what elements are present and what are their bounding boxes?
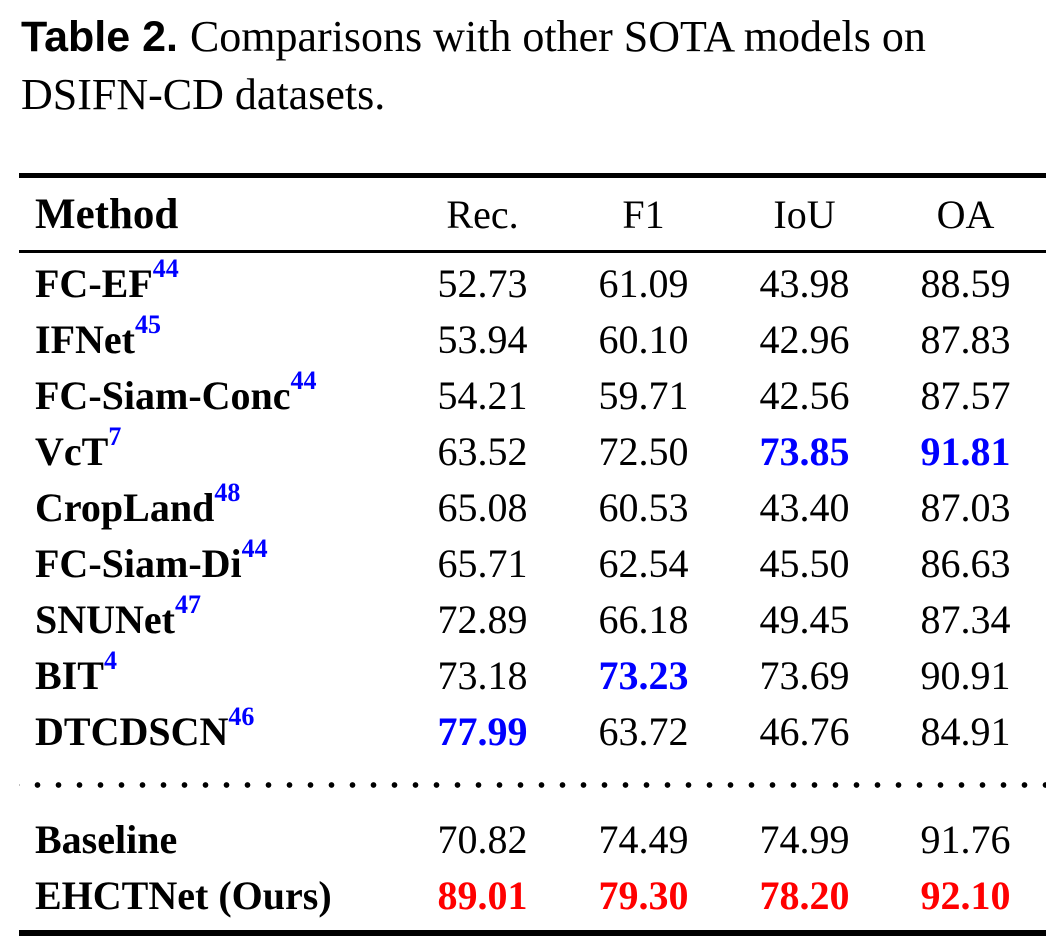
metric-value-rec: 63.52 [437,428,528,474]
metric-value-iou: 78.20 [759,872,850,918]
section-separator [19,759,1046,811]
column-header-oa: OA [936,191,995,237]
metric-value-oa: 87.34 [920,596,1011,642]
table-caption-label: Table 2. [21,13,178,61]
metric-value-oa: 87.03 [920,484,1011,530]
method-name: IFNet45 [19,311,402,363]
method-label: CropLand [35,484,215,530]
citation-superscript: 46 [228,701,255,731]
metric-value-oa: 87.83 [920,316,1011,362]
metric-value-iou: 43.98 [759,260,850,306]
method-name: FC-Siam-Conc44 [19,367,402,419]
method-name: Baseline [19,816,402,863]
method-name: CropLand48 [19,479,402,531]
column-header-rec: Rec. [446,191,519,237]
table-row-vct: VcT7 63.52 72.50 73.85 91.81 [19,423,1046,479]
method-label: VcT [35,428,109,474]
metric-value-oa: 84.91 [920,708,1011,754]
metric-value-rec: 65.08 [437,484,528,530]
metric-value-oa: 91.76 [920,816,1011,862]
metric-value-f1: 72.50 [598,428,689,474]
method-name: FC-EF44 [19,255,402,307]
column-header-iou: IoU [773,191,836,237]
method-label: BIT [35,652,104,698]
table-row-baseline: Baseline 70.82 74.49 74.99 91.76 [19,811,1046,867]
metric-value-oa: 88.59 [920,260,1011,306]
metric-value-iou: 73.85 [759,428,850,474]
method-label: FC-Siam-Conc [35,372,291,418]
metric-value-iou: 49.45 [759,596,850,642]
metric-value-rec: 70.82 [437,816,528,862]
metric-value-f1: 60.10 [598,316,689,362]
table-row-bit: BIT4 73.18 73.23 73.69 90.91 [19,647,1046,703]
method-label: DTCDSCN [35,708,229,754]
metric-value-f1: 61.09 [598,260,689,306]
method-label: FC-EF [35,260,153,306]
metric-value-iou: 45.50 [759,540,850,586]
metric-value-oa: 91.81 [920,428,1011,474]
metric-value-iou: 73.69 [759,652,850,698]
method-label: SNUNet [35,596,175,642]
citation-superscript: 44 [290,365,317,395]
metric-value-f1: 74.49 [598,816,689,862]
metric-value-iou: 74.99 [759,816,850,862]
metric-value-iou: 42.56 [759,372,850,418]
table-row-fc-ef: FC-EF44 52.73 61.09 43.98 88.59 [19,255,1046,311]
method-name: BIT4 [19,647,402,699]
metric-value-f1: 62.54 [598,540,689,586]
method-name: SNUNet47 [19,591,402,643]
method-name: FC-Siam-Di44 [19,535,402,587]
results-table: Method Rec. F1 IoU OA FC-EF44 52.73 61.0… [19,173,1046,936]
table-caption-text: Comparisons with other SOTA models on DS… [21,12,926,119]
metric-value-f1: 66.18 [598,596,689,642]
metric-value-rec: 73.18 [437,652,528,698]
metric-value-rec: 65.71 [437,540,528,586]
citation-superscript: 44 [241,533,268,563]
metric-value-iou: 43.40 [759,484,850,530]
metric-value-oa: 92.10 [920,872,1011,918]
metric-value-f1: 59.71 [598,372,689,418]
citation-superscript: 45 [134,309,161,339]
method-name: EHCTNet (Ours) [19,872,402,919]
table-row-dtcdscn: DTCDSCN46 77.99 63.72 46.76 84.91 [19,703,1046,759]
metric-value-oa: 87.57 [920,372,1011,418]
metric-value-oa: 90.91 [920,652,1011,698]
table-row-fc-siam-conc: FC-Siam-Conc44 54.21 59.71 42.56 87.57 [19,367,1046,423]
metric-value-rec: 54.21 [437,372,528,418]
metric-value-f1: 79.30 [598,872,689,918]
citation-superscript: 48 [214,477,241,507]
citation-superscript: 47 [174,589,201,619]
metric-value-f1: 73.23 [598,652,689,698]
column-header-method: Method [35,190,179,238]
table-caption: Table 2. Comparisons with other SOTA mode… [21,8,951,123]
metric-value-iou: 46.76 [759,708,850,754]
method-name: VcT7 [19,423,402,475]
column-header-f1: F1 [622,191,665,237]
dotted-divider [19,781,1046,789]
metric-value-rec: 53.94 [437,316,528,362]
method-label: Baseline [35,816,178,862]
table-row-ifnet: IFNet45 53.94 60.10 42.96 87.83 [19,311,1046,367]
method-label: FC-Siam-Di [35,540,242,586]
metric-value-f1: 60.53 [598,484,689,530]
method-label: EHCTNet (Ours) [35,872,332,918]
metric-value-rec: 89.01 [437,872,528,918]
table-header-row: Method Rec. F1 IoU OA [19,178,1046,253]
citation-superscript: 7 [108,421,122,451]
table-row-snunet: SNUNet47 72.89 66.18 49.45 87.34 [19,591,1046,647]
method-label: IFNet [35,316,135,362]
table-row-fc-siam-di: FC-Siam-Di44 65.71 62.54 45.50 86.63 [19,535,1046,591]
method-name: DTCDSCN46 [19,703,402,755]
metric-value-rec: 72.89 [437,596,528,642]
citation-superscript: 4 [103,645,117,675]
citation-superscript: 44 [152,253,179,283]
metric-value-oa: 86.63 [920,540,1011,586]
table-row-ehctnet-ours: EHCTNet (Ours) 89.01 79.30 78.20 92.10 [19,867,1046,923]
metric-value-rec: 52.73 [437,260,528,306]
metric-value-f1: 63.72 [598,708,689,754]
metric-value-iou: 42.96 [759,316,850,362]
table-row-cropland: CropLand48 65.08 60.53 43.40 87.03 [19,479,1046,535]
metric-value-rec: 77.99 [437,708,528,754]
